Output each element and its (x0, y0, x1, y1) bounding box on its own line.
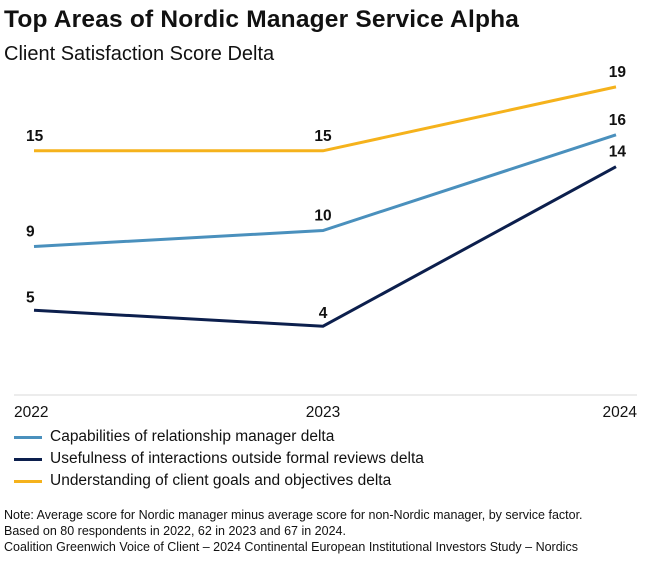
series-line (34, 85, 617, 153)
legend-swatch (14, 479, 42, 483)
data-label: 14 (609, 144, 627, 161)
chart-title: Top Areas of Nordic Manager Service Alph… (4, 6, 520, 33)
data-label: 10 (314, 208, 331, 225)
series-line (33, 165, 617, 328)
footnote-line: Coalition Greenwich Voice of Client – 20… (4, 540, 578, 554)
legend-item: Understanding of client goals and object… (4, 470, 424, 492)
data-label: 5 (26, 289, 35, 306)
x-tick-label: 2024 (603, 404, 638, 421)
legend-label: Capabilities of relationship manager del… (50, 428, 335, 445)
footnote-line: Based on 80 respondents in 2022, 62 in 2… (4, 524, 346, 538)
data-label: 16 (609, 112, 627, 129)
data-label: 15 (314, 128, 332, 145)
legend-label: Understanding of client goals and object… (50, 472, 392, 489)
x-tick-label: 2023 (306, 404, 340, 421)
legend-label: Usefulness of interactions outside forma… (50, 450, 424, 467)
chart-subtitle: Client Satisfaction Score Delta (4, 43, 275, 65)
footnote: Note: Average score for Nordic manager m… (4, 507, 583, 555)
legend-item: Usefulness of interactions outside forma… (4, 448, 424, 470)
data-label: 19 (609, 64, 627, 81)
legend-item: Capabilities of relationship manager del… (4, 426, 424, 448)
legend-swatch (14, 457, 42, 461)
data-label: 15 (26, 128, 44, 145)
line-chart: 2022 2023 2024 9 10 16 5 4 14 15 15 19 (14, 64, 638, 421)
legend: Capabilities of relationship manager del… (4, 426, 424, 492)
x-tick-label: 2022 (14, 404, 48, 421)
data-label: 9 (26, 223, 35, 240)
data-label: 4 (319, 305, 328, 322)
legend-swatch (14, 435, 42, 439)
series-line (33, 133, 617, 248)
footnote-line: Note: Average score for Nordic manager m… (4, 508, 583, 522)
